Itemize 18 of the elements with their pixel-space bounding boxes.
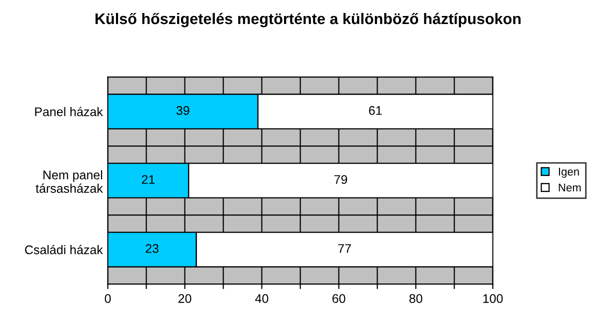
x-tick-label: 0	[104, 294, 111, 303]
data-label: 77	[338, 244, 351, 253]
x-tick-label: 100	[483, 294, 503, 303]
y-tick-label: Családi házak	[25, 244, 103, 254]
chart-title: Külső hőszigetelés megtörténte a különböző háztípusokon	[96, 12, 521, 28]
x-tick-label: 20	[178, 294, 192, 303]
x-tick-label: 40	[255, 294, 268, 303]
data-label: 61	[369, 106, 382, 115]
x-tick-label: 60	[332, 294, 346, 303]
data-label: 23	[146, 244, 158, 253]
legend-label: Igen	[558, 168, 579, 178]
legend-label: Nem	[558, 184, 581, 192]
y-tick-label: Nem panel társasházak	[36, 170, 103, 193]
y-tick-label: Panel házak	[35, 106, 103, 116]
x-tick-label: 80	[409, 294, 422, 303]
data-label: 21	[142, 175, 155, 184]
data-label: 79	[334, 175, 348, 184]
data-label: 39	[176, 106, 190, 115]
